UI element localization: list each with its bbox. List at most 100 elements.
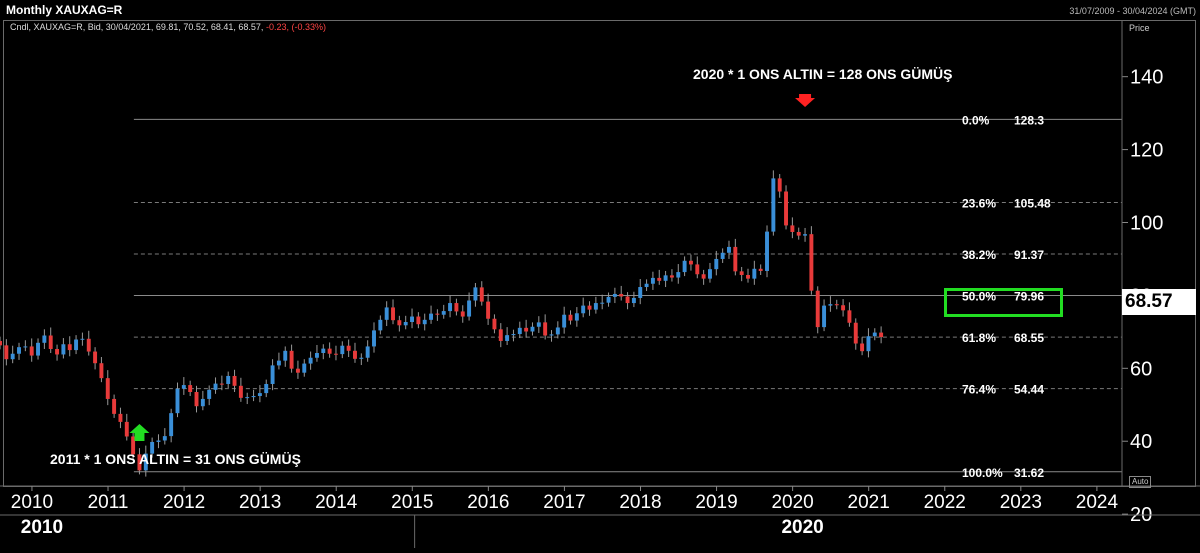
candle-body — [194, 392, 199, 407]
legend-change: -0.23, (-0.33%) — [265, 22, 326, 32]
x-tick-label: 2021 — [848, 492, 890, 513]
y-tick-label: 140 — [1130, 67, 1163, 89]
candle-body — [112, 398, 117, 414]
legend-values: Cndl, XAUXAG=R, Bid, 30/04/2021, 69.81, … — [10, 22, 264, 32]
candle-body — [796, 231, 801, 236]
candle-body — [308, 357, 313, 364]
candle-body — [676, 272, 681, 278]
candle-body — [232, 375, 237, 386]
candle-body — [669, 275, 674, 278]
data-legend: Cndl, XAUXAG=R, Bid, 30/04/2021, 69.81, … — [10, 22, 326, 32]
candle-body — [549, 334, 554, 336]
fib-level-label: 23.6% — [962, 197, 996, 211]
candle-body — [42, 335, 47, 343]
candle-body — [708, 269, 712, 279]
candle-body — [498, 329, 503, 341]
x-tick-label: 2019 — [695, 492, 737, 513]
decade-label: 2010 — [21, 517, 63, 538]
candle-body — [460, 311, 465, 317]
x-tick-label: 2011 — [88, 492, 129, 513]
x-tick-label: 2016 — [467, 492, 509, 513]
candle-body — [517, 327, 522, 335]
candle-body — [213, 383, 218, 390]
candle-body — [841, 305, 846, 311]
fib-level-label: 76.4% — [962, 383, 996, 397]
candle-body — [695, 264, 700, 275]
candle-body — [784, 191, 788, 226]
candle-body — [169, 413, 174, 437]
candle-body — [727, 246, 731, 253]
candle-body — [473, 287, 478, 301]
candle-body — [657, 277, 662, 281]
fib-61-highlight — [944, 288, 1063, 317]
candle-body — [238, 385, 243, 398]
candle-body — [638, 287, 643, 298]
candle-body — [410, 316, 414, 323]
candle-body — [834, 304, 839, 306]
candle-body — [378, 319, 383, 331]
candle-body — [505, 335, 510, 341]
candle-body — [733, 246, 738, 272]
candle-body — [219, 383, 224, 385]
candle-body — [55, 348, 60, 355]
candle-body — [422, 319, 427, 325]
last-price-badge: 68.57 — [1122, 289, 1196, 315]
candle-body — [4, 345, 9, 360]
candle-body — [631, 297, 636, 304]
fib-value-label: 31.62 — [1014, 466, 1044, 480]
candle-body — [137, 454, 142, 471]
candle-body — [143, 453, 148, 471]
candle-body — [295, 368, 300, 373]
candle-body — [701, 274, 706, 279]
candle-body — [10, 353, 15, 360]
candle-body — [860, 343, 865, 352]
candle-body — [790, 225, 795, 232]
candle-body — [815, 290, 820, 328]
candle-body — [36, 342, 40, 356]
fib-level-label: 61.8% — [962, 331, 996, 345]
candle-body — [334, 353, 338, 355]
candle-body — [340, 345, 345, 355]
x-tick-label: 2023 — [1000, 492, 1042, 513]
x-tick-label: 2018 — [619, 492, 661, 513]
candle-body — [80, 338, 85, 340]
y-tick-label: 60 — [1130, 358, 1152, 380]
candle-body — [150, 441, 155, 454]
candle-body — [822, 305, 827, 328]
candle-body — [391, 307, 395, 321]
candle-body — [612, 293, 617, 297]
candle-body — [828, 304, 833, 306]
candle-body — [74, 339, 79, 351]
candle-body — [416, 316, 421, 325]
candle-body — [124, 421, 129, 437]
candle-body — [23, 346, 28, 348]
candle-body — [17, 347, 21, 354]
x-tick-label: 2014 — [315, 492, 358, 513]
annotation-2011: 2011 * 1 ONS ALTIN = 31 ONS GÜMÜŞ — [50, 451, 301, 467]
candle-body — [264, 383, 269, 394]
x-tick-label: 2013 — [239, 492, 281, 513]
candle-body — [682, 260, 687, 273]
x-tick-label: 2015 — [391, 492, 433, 513]
candle-body — [454, 303, 459, 312]
candle-body — [758, 268, 763, 271]
annotation-2020: 2020 * 1 ONS ALTIN = 128 ONS GÜMÜŞ — [693, 66, 953, 82]
candle-body — [105, 378, 110, 399]
candle-body — [847, 310, 852, 323]
auto-scale-button[interactable]: Auto — [1129, 476, 1152, 488]
candle-body — [600, 302, 605, 304]
candle-body — [372, 330, 376, 347]
candle-body — [346, 345, 351, 351]
candle-body — [803, 234, 808, 236]
y-tick-label: 40 — [1130, 431, 1152, 453]
candle-body — [207, 389, 212, 399]
candle-body — [530, 326, 535, 332]
fib-value-label: 79.96 — [1014, 290, 1044, 304]
fib-level-label: 50.0% — [962, 290, 996, 304]
candle-body — [625, 296, 630, 304]
fib-level-label: 0.0% — [962, 113, 990, 127]
candle-body — [879, 332, 884, 338]
candle-body — [853, 322, 858, 344]
candle-body — [536, 322, 541, 327]
